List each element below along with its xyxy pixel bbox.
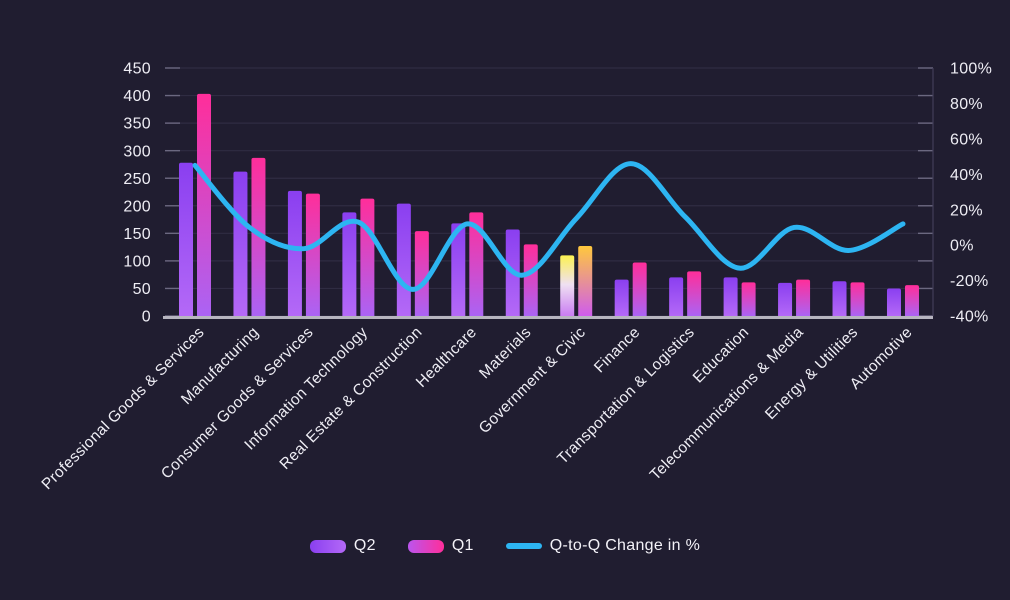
category-label: Materials [476, 324, 534, 382]
bar-q1-10 [741, 282, 756, 316]
legend-item-line[interactable]: Q-to-Q Change in % [505, 537, 701, 555]
bar-q1-12 [850, 282, 865, 316]
bar-q2-3 [342, 212, 357, 316]
bar-q1-1 [251, 157, 266, 316]
y-left-tick-label: 150 [123, 226, 151, 243]
bar-q2-12 [832, 281, 847, 316]
y-left-tick-label: 200 [123, 198, 151, 215]
y-right-tick-label: -40% [950, 309, 989, 326]
chart-legend: Q2 Q1 Q-to-Q Change in % [0, 537, 1010, 555]
change-line [192, 161, 906, 292]
legend-swatch-q1-icon [407, 539, 444, 553]
bar-q2-9 [669, 277, 684, 316]
legend-label-line: Q-to-Q Change in % [549, 537, 701, 554]
y-left-tick-label: 300 [123, 143, 151, 160]
bar-q2-0 [179, 162, 193, 316]
bar-q2-10 [723, 277, 738, 316]
y-right-tick-label: 80% [950, 96, 983, 113]
bar-q1-5 [469, 212, 484, 316]
legend-item-q1[interactable]: Q1 [407, 537, 474, 555]
y-left-tick-label: 450 [123, 61, 151, 78]
bar-q1-7 [578, 246, 593, 316]
bar-q2-5 [451, 223, 466, 316]
bar-q1-9 [687, 271, 702, 316]
bar-q2-11 [778, 282, 793, 316]
y-right-tick-label: -20% [950, 273, 989, 290]
bar-q1-4 [414, 231, 429, 316]
y-left-tick-label: 100 [123, 253, 151, 270]
category-label: Government & Civic [476, 324, 589, 437]
legend-label-q2: Q2 [353, 537, 376, 554]
bar-q2-13 [886, 288, 901, 316]
bar-q2-4 [396, 203, 411, 316]
bar-q2-8 [614, 279, 629, 316]
bar-q1-6 [523, 244, 538, 316]
y-right-tick-label: 0% [950, 238, 974, 255]
category-label: Energy & Utilities [762, 324, 861, 423]
y-right-tick-label: 20% [950, 202, 983, 219]
y-right-tick-label: 100% [950, 61, 992, 78]
bar-q1-8 [632, 262, 647, 316]
y-left-tick-label: 400 [123, 88, 151, 105]
bar-q1-11 [796, 279, 811, 316]
bar-q2-2 [287, 190, 302, 316]
bar-q2-1 [233, 171, 248, 316]
legend-swatch-q2-icon [309, 539, 346, 553]
bar-q1-3 [360, 198, 375, 316]
y-right-tick-label: 40% [950, 167, 983, 184]
bar-q1-2 [305, 193, 320, 316]
y-left-tick-label: 50 [133, 281, 151, 298]
y-right-tick-label: 60% [950, 131, 983, 148]
y-left-tick-label: 0 [142, 309, 151, 326]
y-left-tick-label: 350 [123, 116, 151, 133]
y-left-tick-label: 250 [123, 171, 151, 188]
legend-item-q2[interactable]: Q2 [309, 537, 376, 555]
category-label: Finance [591, 324, 644, 377]
bar-q1-13 [904, 285, 919, 316]
bar-q2-7 [560, 255, 575, 316]
legend-swatch-line-icon [505, 543, 542, 549]
legend-label-q1: Q1 [451, 537, 474, 554]
bar-q1-0 [197, 93, 211, 316]
